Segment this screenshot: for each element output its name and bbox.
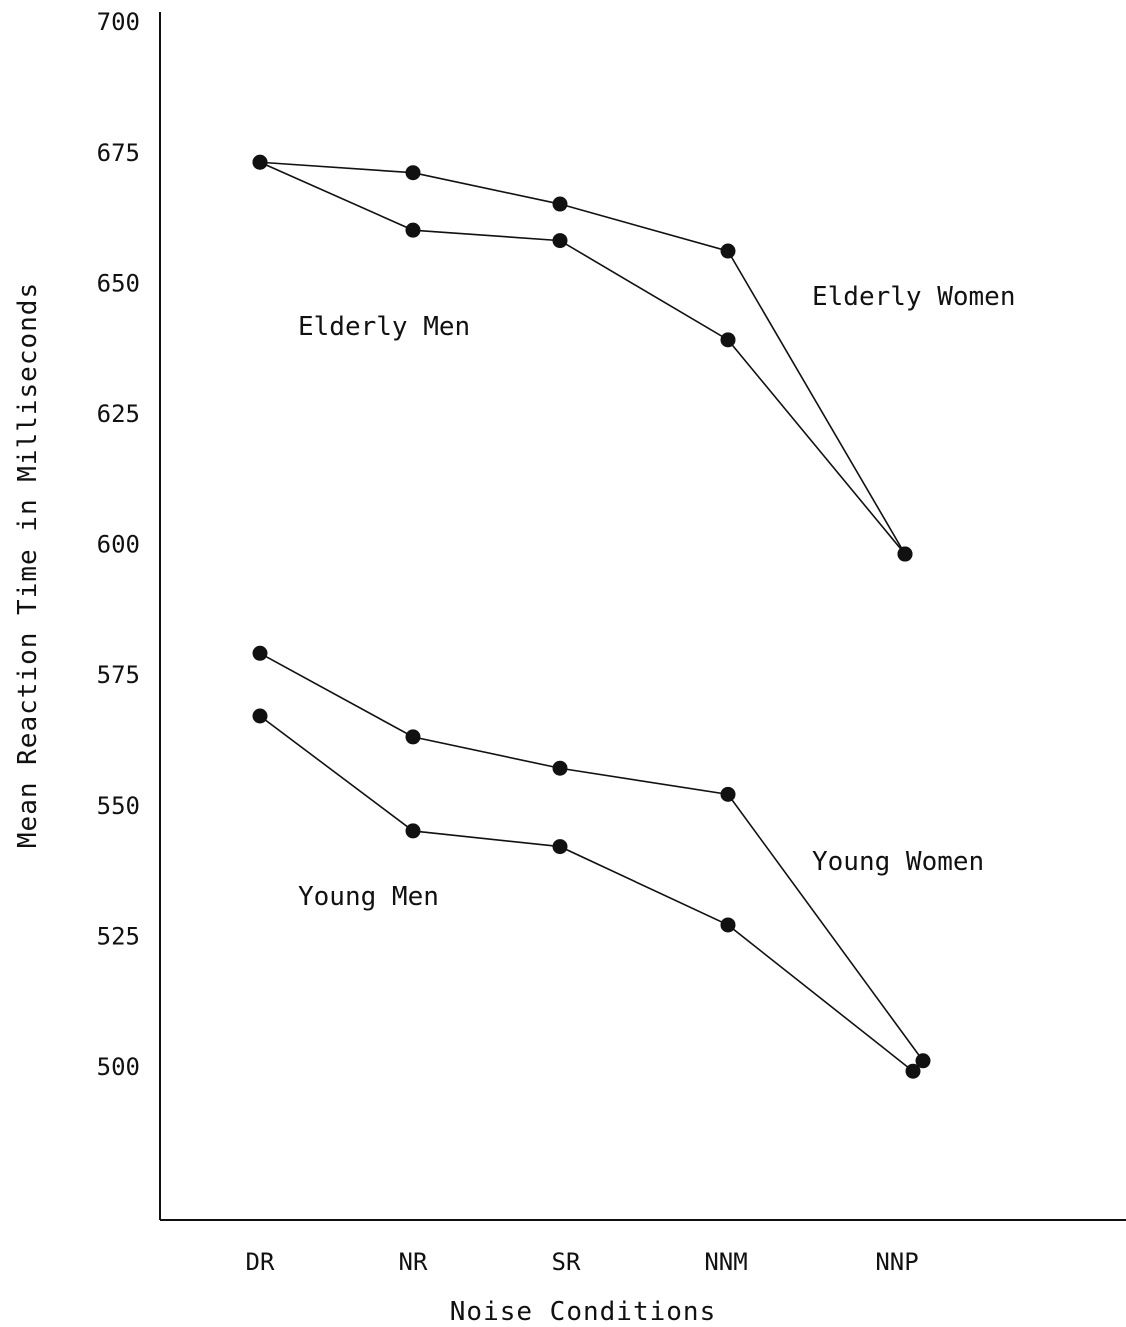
series-line-elderly-women [259, 161, 906, 555]
series-points [252, 154, 931, 1079]
series-label-young-women: Young Women [812, 847, 984, 877]
y-axis-title: Mean Reaction Time in Milliseconds [13, 282, 43, 848]
data-point-young-women [405, 729, 421, 745]
data-point-elderly-men [405, 222, 421, 238]
data-point-young-men [905, 1063, 921, 1079]
series-label-elderly-men: Elderly Men [298, 312, 470, 342]
data-point-elderly-women [720, 243, 736, 259]
x-tick-label: NNM [704, 1248, 747, 1276]
data-point-young-women [915, 1053, 931, 1069]
x-tick-label: SR [552, 1248, 581, 1276]
y-tick-label: 625 [97, 400, 140, 428]
y-tick-label: 600 [97, 531, 140, 559]
y-tick-label: 550 [97, 792, 140, 820]
series-label-young-men: Young Men [298, 882, 439, 912]
y-tick-label: 575 [97, 661, 140, 689]
x-tick-label: NNP [875, 1248, 918, 1276]
y-tick-label: 700 [97, 8, 140, 36]
data-point-elderly-men [720, 332, 736, 348]
y-tick-label: 500 [97, 1053, 140, 1081]
y-tick-label: 675 [97, 139, 140, 167]
series-label-elderly-women: Elderly Women [812, 282, 1016, 312]
y-tick-label: 650 [97, 269, 140, 297]
data-point-young-women [552, 760, 568, 776]
data-point-young-women [252, 645, 268, 661]
data-point-young-men [252, 708, 268, 724]
data-point-elderly-men [897, 546, 913, 562]
y-tick-label: 525 [97, 922, 140, 950]
y-tick-labels: 500 525 550 575 600 625 650 675 700 [97, 8, 140, 1081]
data-point-young-men [720, 917, 736, 933]
series-line-elderly-men [259, 161, 906, 555]
data-point-elderly-men [552, 233, 568, 249]
x-tick-labels: DR NR SR NNM NNP [246, 1248, 919, 1276]
data-point-elderly-women [405, 165, 421, 181]
data-point-young-women [720, 786, 736, 802]
x-tick-label: NR [399, 1248, 428, 1276]
data-point-young-men [405, 823, 421, 839]
data-point-young-men [552, 839, 568, 855]
data-point-elderly-men [252, 154, 268, 170]
x-axis-title: Noise Conditions [450, 1297, 716, 1327]
data-point-elderly-women [552, 196, 568, 212]
x-tick-label: DR [246, 1248, 275, 1276]
